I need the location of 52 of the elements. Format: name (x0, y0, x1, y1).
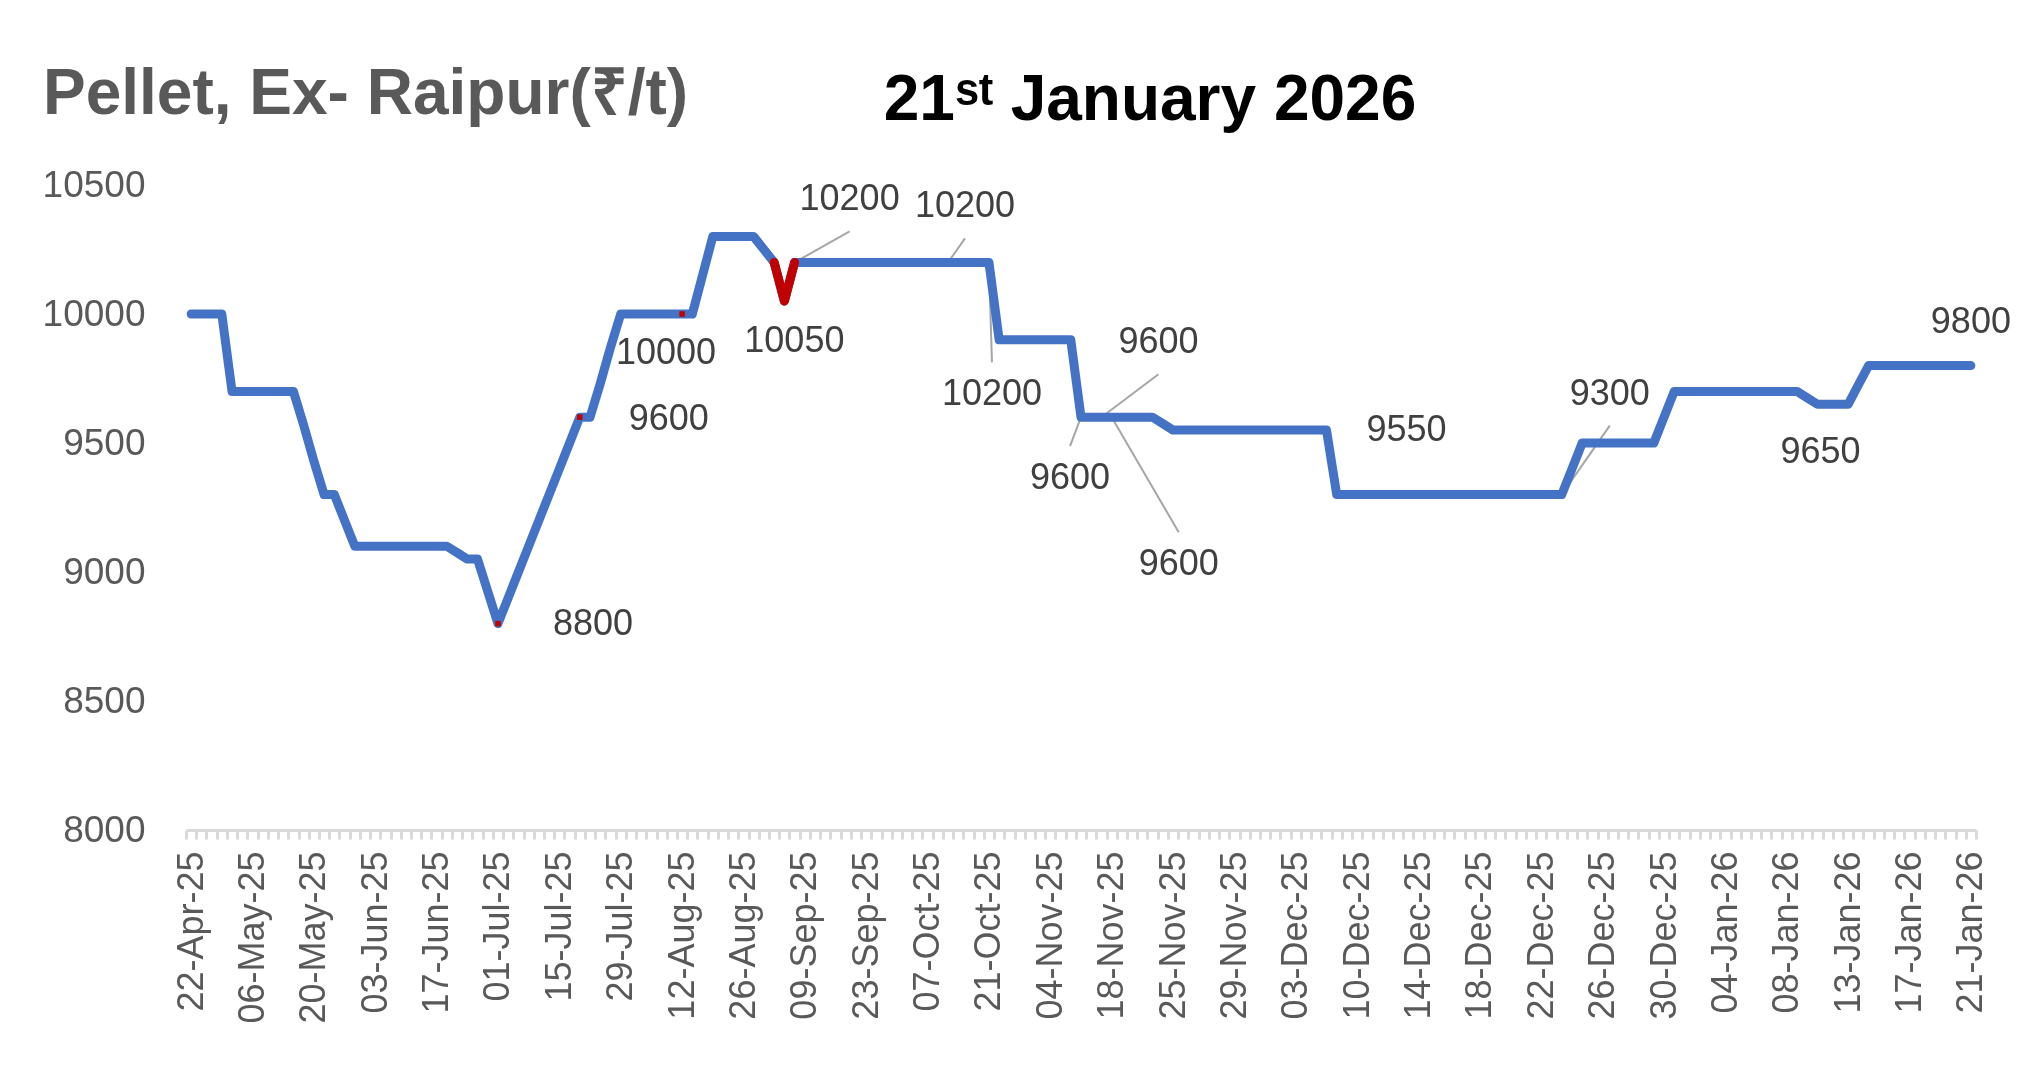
x-tick-label: 01-Jul-25 (476, 851, 518, 1002)
data-label: 9600 (1029, 456, 1111, 498)
x-tick-label: 18-Nov-25 (1090, 851, 1132, 1020)
data-label: 10000 (616, 331, 717, 372)
x-tick-label: 08-Jan-26 (1765, 851, 1807, 1014)
x-tick-label: 14-Dec-25 (1397, 851, 1439, 1020)
y-tick-label: 8500 (63, 679, 146, 721)
x-tick-label: 20-May-25 (292, 851, 334, 1024)
y-tick-label: 10500 (42, 163, 146, 205)
data-label: 8800 (552, 601, 634, 643)
x-tick-label: 17-Jun-25 (415, 851, 457, 1014)
data-label: 10200 (799, 177, 900, 219)
x-tick-label: 09-Sep-25 (783, 851, 825, 1020)
data-label: 9300 (1569, 371, 1650, 413)
data-label: 9600 (628, 397, 709, 439)
x-tick-label: 30-Dec-25 (1642, 851, 1684, 1020)
x-tick-label: 29-Nov-25 (1212, 851, 1254, 1020)
x-tick-label: 23-Sep-25 (844, 851, 886, 1020)
x-tick-label: 04-Nov-25 (1028, 851, 1070, 1020)
x-tick-label: 13-Jan-26 (1826, 851, 1868, 1014)
x-tick-label: 29-Jul-25 (599, 851, 641, 1002)
data-label: 9550 (1366, 408, 1447, 450)
x-tick-label: 18-Dec-25 (1458, 851, 1500, 1020)
x-tick-label: 12-Aug-25 (660, 851, 702, 1020)
x-tick-label: 21-Oct-25 (967, 851, 1009, 1012)
chart-title: Pellet, Ex- Raipur(₹/t) (43, 56, 689, 128)
data-label: 9600 (1118, 320, 1199, 362)
data-label: 9800 (1930, 299, 2011, 341)
x-tick-label: 06-May-25 (230, 851, 272, 1024)
y-tick-label: 10000 (42, 292, 146, 334)
x-tick-label: 22-Dec-25 (1519, 851, 1561, 1020)
x-tick-label: 17-Jan-26 (1888, 851, 1930, 1014)
x-tick-label: 26-Dec-25 (1581, 851, 1623, 1020)
x-tick-label: 10-Dec-25 (1335, 851, 1377, 1020)
x-tick-label: 03-Dec-25 (1274, 851, 1316, 1020)
x-tick-label: 04-Jan-26 (1703, 851, 1745, 1014)
data-label: 9600 (1138, 542, 1219, 584)
data-label: 10200 (914, 184, 1016, 226)
x-tick-label: 07-Oct-25 (906, 851, 948, 1012)
x-tick-label: 03-Jun-25 (353, 851, 395, 1014)
chart-subtitle: 21ˢᵗ January 2026 (883, 62, 1417, 134)
y-tick-label: 8000 (63, 808, 146, 850)
y-tick-label: 9500 (63, 421, 146, 463)
data-label: 10050 (744, 319, 845, 361)
y-tick-label: 9000 (63, 550, 146, 592)
x-tick-label: 26-Aug-25 (721, 851, 763, 1020)
x-tick-label: 25-Nov-25 (1151, 851, 1193, 1020)
data-label: 9650 (1780, 430, 1861, 472)
x-tick-label: 15-Jul-25 (537, 851, 579, 1002)
data-label: 10200 (941, 372, 1042, 414)
x-tick-label: 22-Apr-25 (169, 851, 211, 1012)
x-tick-label: 21-Jan-26 (1949, 851, 1991, 1014)
